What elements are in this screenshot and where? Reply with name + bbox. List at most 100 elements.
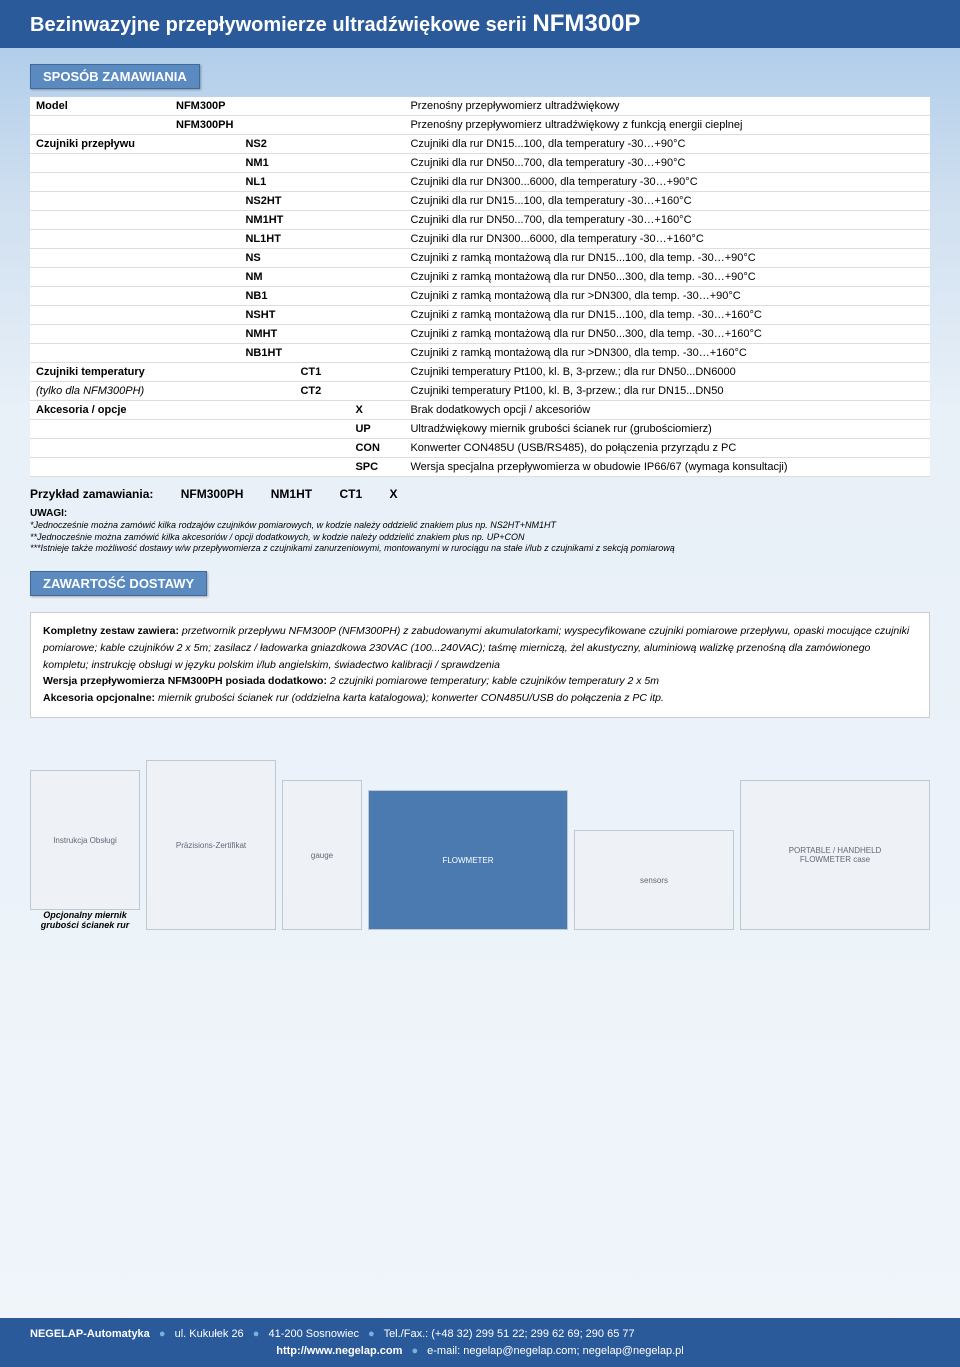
page-footer: NEGELAP-Automatyka ● ul. Kukułek 26 ● 41… (0, 1318, 960, 1367)
row-label: (tylko dla NFM300PH) (30, 382, 170, 401)
row-code-col-1: NS2 (239, 135, 294, 154)
row-code-col-1: NM (239, 268, 294, 287)
row-code-col-0 (170, 382, 239, 401)
table-row: Akcesoria / opcjeXBrak dodatkowych opcji… (30, 401, 930, 420)
section-delivery-header: ZAWARTOŚĆ DOSTAWY (30, 571, 207, 596)
footer-line-1: NEGELAP-Automatyka ● ul. Kukułek 26 ● 41… (30, 1326, 930, 1343)
row-code-col-0 (170, 211, 239, 230)
row-code-col-1: NM1HT (239, 211, 294, 230)
row-desc: Czujniki dla rur DN50...700, dla tempera… (404, 211, 930, 230)
table-row: NM Czujniki z ramką montażową dla rur DN5… (30, 268, 930, 287)
footer-company: NEGELAP-Automatyka (30, 1328, 150, 1340)
page-title-bar: Bezinwazyjne przepływomierze ultradźwięk… (0, 0, 960, 48)
footer-addr2: 41-200 Sosnowiec (268, 1328, 359, 1340)
row-code-col-2 (294, 154, 349, 173)
dot-icon: ● (368, 1328, 375, 1340)
dot-icon: ● (159, 1328, 166, 1340)
row-code-col-0 (170, 325, 239, 344)
row-label (30, 287, 170, 306)
dot-icon: ● (411, 1345, 418, 1357)
row-desc: Czujniki z ramką montażową dla rur DN50.… (404, 268, 930, 287)
row-code-col-0 (170, 439, 239, 458)
row-code-col-2 (294, 268, 349, 287)
title-model: NFM300P (532, 10, 640, 37)
row-label (30, 192, 170, 211)
row-desc: Czujniki dla rur DN300...6000, dla tempe… (404, 173, 930, 192)
row-label: Akcesoria / opcje (30, 401, 170, 420)
row-desc: Czujniki temperatury Pt100, kl. B, 3-prz… (404, 363, 930, 382)
row-desc: Czujniki z ramką montażową dla rur >DN30… (404, 287, 930, 306)
row-label (30, 325, 170, 344)
row-label (30, 439, 170, 458)
dot-icon: ● (253, 1328, 260, 1340)
row-desc: Czujniki temperatury Pt100, kl. B, 3-prz… (404, 382, 930, 401)
table-row: NSHTCzujniki z ramką montażową dla rur D… (30, 306, 930, 325)
row-code-col-3: X (349, 401, 404, 420)
row-code-col-0 (170, 154, 239, 173)
row-code-col-0 (170, 192, 239, 211)
row-code-col-1 (239, 458, 294, 477)
row-code-col-2 (294, 458, 349, 477)
thickness-caption: Opcjonalny miernik grubości ścianek rur (30, 910, 140, 930)
row-code-col-3 (349, 192, 404, 211)
row-code-col-1: NL1HT (239, 230, 294, 249)
row-code-col-2 (294, 325, 349, 344)
delivery-p3-text: miernik grubości ścianek rur (oddzielna … (155, 692, 664, 704)
example-part-3: X (389, 487, 397, 501)
row-code-col-2: CT2 (294, 382, 349, 401)
title-prefix: Bezinwazyjne przepływomierze ultradźwięk… (30, 14, 532, 36)
table-row: Czujniki przepływuNS2Czujniki dla rur DN… (30, 135, 930, 154)
manual-image: Instrukcja Obsługi (30, 770, 140, 910)
ordering-notes: UWAGI: *Jednocześnie można zamówić kilka… (30, 507, 930, 555)
table-row: NL1HT Czujniki dla rur DN300...6000, dla … (30, 230, 930, 249)
row-label (30, 116, 170, 135)
row-code-col-0 (170, 401, 239, 420)
row-code-col-2: CT1 (294, 363, 349, 382)
case-image: PORTABLE / HANDHELDFLOWMETER case (740, 780, 930, 930)
table-row: NB1HTCzujniki z ramką montażową dla rur … (30, 344, 930, 363)
row-code-col-3 (349, 382, 404, 401)
row-code-col-2 (294, 135, 349, 154)
row-code-col-1: NS (239, 249, 294, 268)
row-label (30, 249, 170, 268)
row-code-col-1 (239, 420, 294, 439)
row-code-col-3 (349, 135, 404, 154)
row-code-col-1: NSHT (239, 306, 294, 325)
row-code-col-0 (170, 420, 239, 439)
row-code-col-2 (294, 401, 349, 420)
delivery-p1-bold: Kompletny zestaw zawiera: (43, 625, 179, 637)
notes-line-1: **Jednocześnie można zamówić kilka akces… (30, 532, 930, 544)
table-row: Czujniki temperaturyCT1Czujniki temperat… (30, 363, 930, 382)
row-code-col-3 (349, 306, 404, 325)
sensors-image: sensors (574, 830, 734, 930)
row-code-col-1 (239, 439, 294, 458)
row-label (30, 154, 170, 173)
table-row: NS Czujniki z ramką montażową dla rur DN1… (30, 249, 930, 268)
row-desc: Czujniki z ramką montażową dla rur DN15.… (404, 249, 930, 268)
notes-title: UWAGI: (30, 507, 930, 520)
footer-emails: negelap@negelap.com; negelap@negelap.pl (463, 1345, 684, 1357)
row-code-col-3 (349, 154, 404, 173)
row-desc: Przenośny przepływomierz ultradźwiękowy … (404, 116, 930, 135)
row-label (30, 344, 170, 363)
ordering-table: ModelNFM300PPrzenośny przepływomierz ult… (30, 97, 930, 477)
row-code-col-1 (239, 382, 294, 401)
delivery-p2-bold: Wersja przepływomierza NFM300PH posiada … (43, 675, 327, 687)
row-code-col-2 (294, 344, 349, 363)
row-code-col-0 (170, 173, 239, 192)
row-desc: Czujniki dla rur DN300...6000, dla tempe… (404, 230, 930, 249)
row-code-col-0 (170, 249, 239, 268)
row-code-col-2 (294, 192, 349, 211)
row-desc: Czujniki z ramką montażową dla rur >DN30… (404, 344, 930, 363)
row-code-col-2 (294, 211, 349, 230)
row-desc: Konwerter CON485U (USB/RS485), do połącz… (404, 439, 930, 458)
row-code-col-2 (294, 439, 349, 458)
row-code-col-3 (349, 325, 404, 344)
ordering-example: Przykład zamawiania: NFM300PH NM1HT CT1 … (30, 487, 930, 501)
row-desc: Czujniki z ramką montażową dla rur DN50.… (404, 325, 930, 344)
example-part-1: NM1HT (271, 487, 312, 501)
row-code-col-0: NFM300P (170, 97, 239, 116)
delivery-p3-bold: Akcesoria opcjonalne: (43, 692, 155, 704)
row-code-col-2 (294, 287, 349, 306)
table-row: NB1Czujniki z ramką montażową dla rur >D… (30, 287, 930, 306)
